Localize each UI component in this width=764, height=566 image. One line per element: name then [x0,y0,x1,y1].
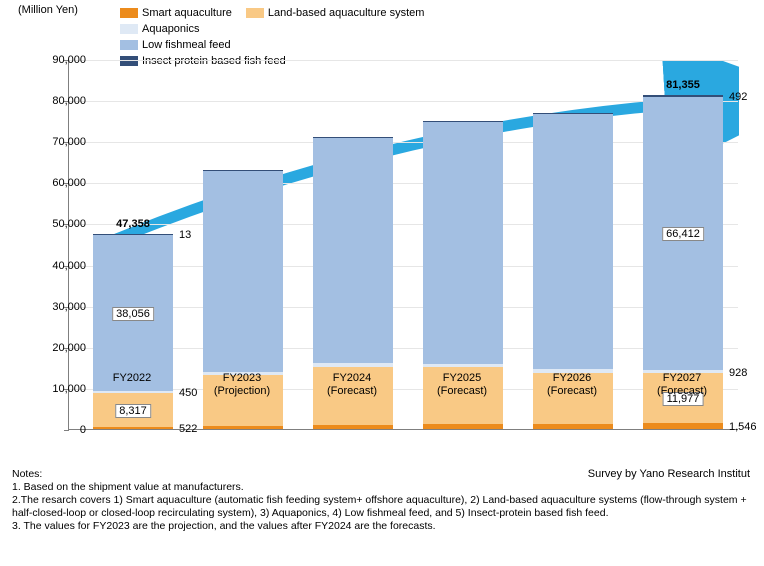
legend-label: Land-based aquaculture system [268,6,425,20]
bar-segment-low [533,114,613,369]
value-label: 492 [723,91,747,103]
bar-segment-aqua [93,391,173,393]
legend-item: Low fishmeal feed [120,38,231,52]
bar-segment-smart [423,424,503,429]
bar-segment-smart [313,425,393,429]
value-label: 8,317 [115,404,151,418]
value-label: 66,412 [662,227,704,241]
grid-line [69,183,738,184]
total-label: 47,358 [116,218,150,230]
y-tick-label: 50,000 [52,218,86,230]
y-tick-label: 30,000 [52,301,86,313]
bar-segment-low [313,137,393,363]
x-tick-label: FY2025(Forecast) [417,372,507,398]
note-2: 2.The resarch covers 1) Smart aquacultur… [12,494,752,520]
x-tick-label: FY2022 [87,372,177,385]
y-axis-title: (Million Yen) [18,4,78,16]
bar-segment-insect [643,95,723,97]
bar-segment-insect [313,137,393,138]
footnotes: Notes: 1. Based on the shipment value at… [12,468,752,533]
bar-segment-low [203,170,283,371]
total-label: 81,355 [666,79,700,91]
notes-heading: Notes: [12,468,752,481]
x-tick-label: FY2023(Projection) [197,372,287,398]
y-tick-label: 70,000 [52,136,86,148]
value-label: 13 [173,229,191,241]
x-tick-label: FY2026(Forecast) [527,372,617,398]
x-tick-label: FY2024(Forecast) [307,372,397,398]
y-tick-label: 60,000 [52,177,86,189]
y-tick-label: 0 [80,424,86,436]
legend-item: Land-based aquaculture system [246,6,425,20]
legend-label: Aquaponics [142,22,200,36]
x-tick-label: FY2027(Forecast) [637,372,727,398]
legend-label: Low fishmeal feed [142,38,231,52]
value-label: 522 [173,423,197,435]
grid-line [69,142,738,143]
grid-line [69,224,738,225]
legend-item: Smart aquaculture [120,6,232,20]
bar-segment-low [423,122,503,364]
bar-segment-aqua [423,364,503,367]
bar-segment-insect [423,121,503,122]
legend-swatch [246,8,264,18]
grid-line [69,60,738,61]
value-label: 38,056 [112,307,154,321]
y-tick-label: 10,000 [52,383,86,395]
bar-segment-smart [203,426,283,429]
grid-line [69,101,738,102]
y-tick-label: 80,000 [52,95,86,107]
bar-segment-insect [533,113,613,115]
legend-swatch [120,8,138,18]
note-3: 3. The values for FY2023 are the project… [12,520,752,533]
note-1: 1. Based on the shipment value at manufa… [12,481,752,494]
value-label: 450 [173,387,197,399]
legend-swatch [120,40,138,50]
legend-label: Smart aquaculture [142,6,232,20]
legend-item: Aquaponics [120,22,200,36]
y-tick [64,430,69,431]
legend-swatch [120,24,138,34]
bar-segment-insect [203,170,283,171]
bar-segment-smart [643,423,723,429]
bar-segment-smart [533,424,613,429]
bar-segment-smart [93,427,173,429]
y-tick-label: 20,000 [52,342,86,354]
bar-segment-aqua [313,363,393,366]
y-tick-label: 90,000 [52,54,86,66]
value-label: 1,546 [723,421,757,433]
bar-segment-insect [93,234,173,235]
chart-container: (Million Yen) Smart aquaculture Land-base… [0,0,764,566]
y-tick-label: 40,000 [52,260,86,272]
